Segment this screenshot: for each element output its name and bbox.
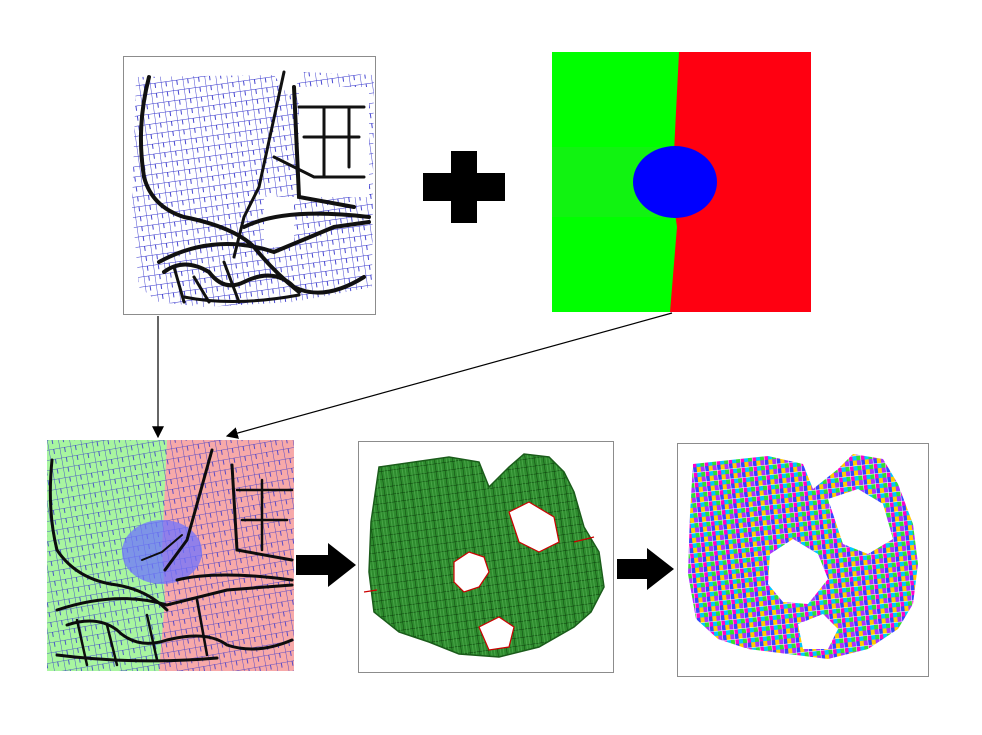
- zoning-map-icon: [552, 52, 811, 312]
- arrow-zoning-to-overlay: [225, 312, 673, 439]
- street-map-icon: [132, 70, 374, 307]
- overlay-map-icon: [47, 440, 294, 671]
- zoning-map: [552, 52, 811, 312]
- overlay-map: [47, 440, 294, 671]
- parcel-map: [358, 441, 614, 673]
- street-network-map: [123, 56, 376, 315]
- right-arrow-icon: [617, 548, 674, 590]
- colored-lots-icon: [688, 454, 918, 659]
- parcel-map-icon: [363, 453, 605, 658]
- plus-icon: [423, 151, 505, 223]
- lots-map: [677, 443, 929, 677]
- right-arrow-icon: [296, 543, 356, 587]
